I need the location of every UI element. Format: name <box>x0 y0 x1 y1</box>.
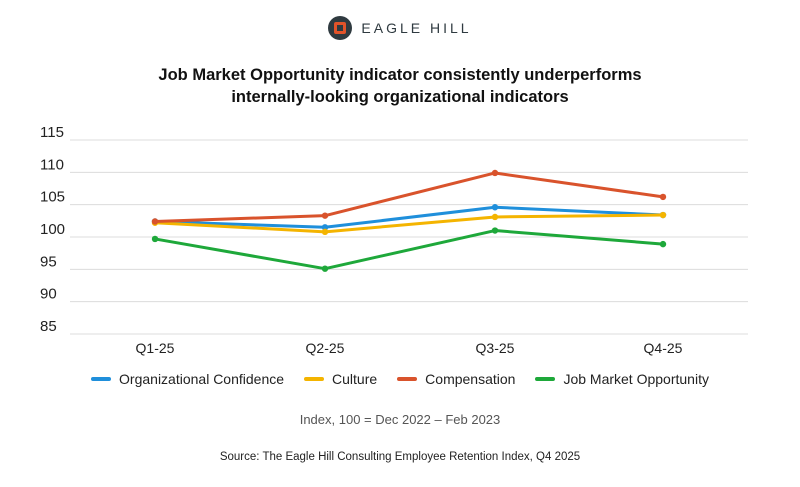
legend-swatch <box>91 377 112 381</box>
y-tick-label: 115 <box>40 124 64 141</box>
y-tick-label: 110 <box>40 156 64 173</box>
data-point-compensation <box>659 193 667 201</box>
series-line-organizational-confidence <box>153 205 665 229</box>
series-line-job-market-opportunity <box>153 229 665 271</box>
chart-legend: Organizational Confidence Culture Compensa… <box>0 371 800 387</box>
legend-label: Job Market Opportunity <box>563 371 709 387</box>
legend-swatch <box>535 377 556 381</box>
data-point-job-market-opportunity <box>151 235 159 243</box>
brand-name: EAGLE HILL <box>361 20 472 36</box>
legend-label: Culture <box>332 371 378 387</box>
data-point-job-market-opportunity <box>659 240 667 248</box>
brand-logo: EAGLE HILL <box>0 13 800 43</box>
series-line-compensation <box>153 171 665 223</box>
data-point-culture <box>491 213 499 221</box>
data-point-compensation <box>321 212 329 219</box>
y-tick-label: 85 <box>40 318 57 335</box>
legend-label: Organizational Confidence <box>119 371 285 387</box>
y-tick-label: 95 <box>40 253 57 270</box>
legend-item: Job Market Opportunity <box>535 371 709 387</box>
data-point-job-market-opportunity <box>321 265 329 272</box>
x-tick-label: Q3-25 <box>476 340 515 356</box>
data-point-culture <box>659 211 667 219</box>
legend-item: Organizational Confidence <box>91 371 284 387</box>
y-tick-label: 100 <box>40 221 65 238</box>
source-note: Source: The Eagle Hill Consulting Employ… <box>219 451 581 463</box>
data-point-job-market-opportunity <box>491 227 499 234</box>
legend-swatch <box>304 377 325 381</box>
x-tick-label: Q4-25 <box>644 340 683 356</box>
legend-item: Compensation <box>397 371 515 387</box>
legend-item: Culture <box>304 371 377 387</box>
data-point-compensation <box>491 169 499 177</box>
y-tick-label: 105 <box>40 189 65 206</box>
chart-title-line-1: Job Market Opportunity indicator consist… <box>158 66 642 84</box>
data-point-culture <box>321 228 329 236</box>
data-point-compensation <box>151 218 159 225</box>
x-tick-label: Q2-25 <box>306 340 345 356</box>
chart-title: Job Market Opportunity indicator consist… <box>0 64 800 108</box>
x-tick-label: Q1-25 <box>136 340 175 356</box>
y-tick-label: 90 <box>40 286 57 303</box>
chart-title-line-2: internally-looking organizational indica… <box>231 88 569 106</box>
data-point-organizational-confidence <box>491 204 499 211</box>
eagle-hill-logo-icon <box>328 16 353 40</box>
legend-swatch <box>397 377 418 381</box>
data-point-organizational-confidence <box>321 224 329 231</box>
index-note: Index, 100 = Dec 2022 – Feb 2023 <box>299 412 501 427</box>
legend-label: Compensation <box>425 371 516 387</box>
series-line-culture <box>153 213 665 234</box>
